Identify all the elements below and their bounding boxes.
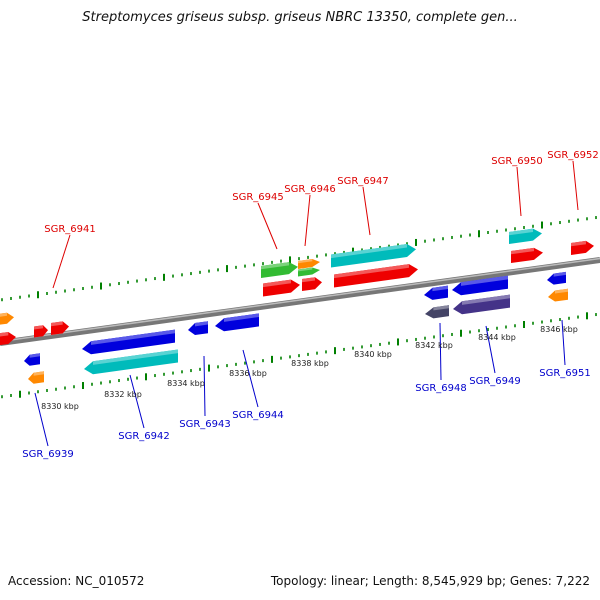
genome-backbone bbox=[0, 257, 600, 346]
leader-line-forward bbox=[362, 186, 371, 236]
leader-line-reverse bbox=[561, 319, 566, 366]
kbp-label: 8336 kbp bbox=[229, 369, 267, 378]
leader-line-reverse bbox=[485, 325, 496, 374]
gene-label-reverse: SGR_6949 bbox=[469, 376, 521, 387]
gene-arrow-reverse bbox=[547, 271, 566, 285]
gene-block-orange bbox=[28, 371, 44, 384]
kbp-label: 8346 kbp bbox=[540, 325, 578, 334]
leader-line-reverse bbox=[129, 374, 145, 429]
kbp-label: 8342 kbp bbox=[415, 341, 453, 350]
gene-label-forward: SGR_6946 bbox=[284, 184, 336, 195]
gene-arrow-forward bbox=[0, 332, 16, 346]
gene-block-green bbox=[298, 267, 320, 277]
backbone-highlight bbox=[0, 257, 600, 343]
leader-line-forward bbox=[572, 160, 579, 211]
backbone-line bbox=[0, 257, 600, 346]
gene-arrow-forward bbox=[263, 279, 300, 297]
gene-label-forward: SGR_6950 bbox=[491, 156, 543, 167]
gene-block-dark bbox=[453, 294, 510, 315]
gene-arrow-forward bbox=[334, 264, 418, 288]
gene-arrow-forward bbox=[51, 321, 69, 335]
kbp-label: 8330 kbp bbox=[41, 402, 79, 411]
gene-arrow-forward bbox=[302, 277, 322, 291]
gene-label-reverse: SGR_6939 bbox=[22, 449, 74, 460]
gene-block-orange bbox=[0, 312, 14, 325]
gene-block-cyan bbox=[331, 243, 416, 268]
leader-line-reverse bbox=[242, 349, 259, 408]
gene-block-cyan bbox=[84, 349, 178, 375]
gene-arrow-reverse bbox=[424, 285, 448, 300]
gene-block-cyan bbox=[509, 228, 542, 244]
gene-label-forward: SGR_6947 bbox=[337, 176, 389, 187]
leader-line-reverse bbox=[439, 322, 442, 381]
gene-label-reverse: SGR_6951 bbox=[539, 368, 591, 379]
label-leaders bbox=[34, 160, 579, 447]
gene-label-forward: SGR_6945 bbox=[232, 192, 284, 203]
gene-arrow-reverse bbox=[452, 275, 508, 296]
accession-label: Accession: NC_010572 bbox=[8, 574, 145, 588]
leader-line-forward bbox=[516, 166, 522, 217]
gene-block-orange bbox=[548, 288, 568, 302]
leader-line-reverse bbox=[34, 392, 49, 447]
tick-marks bbox=[1, 216, 597, 399]
gene-arrow-forward bbox=[571, 240, 594, 255]
stats-label: Topology: linear; Length: 8,545,929 bp; … bbox=[270, 574, 590, 588]
gene-arrow-forward bbox=[34, 325, 48, 338]
gene-blocks bbox=[0, 228, 594, 384]
gene-arrow-reverse bbox=[215, 313, 259, 332]
gene-block-dark bbox=[425, 305, 449, 319]
kbp-label: 8344 kbp bbox=[478, 333, 516, 342]
kbp-label: 8334 kbp bbox=[167, 379, 205, 388]
kbp-label: 8338 kbp bbox=[291, 359, 329, 368]
gene-label-forward: SGR_6952 bbox=[547, 150, 599, 161]
gene-arrow-forward bbox=[511, 247, 543, 263]
kbp-labels: 8330 kbp 8332 kbp 8334 kbp 8336 kbp 8338 kbp… bbox=[41, 325, 578, 411]
genome-title: Streptomyces griseus subsp. griseus NBRC… bbox=[82, 10, 518, 25]
gene-arrow-reverse bbox=[82, 329, 175, 355]
gene-label-reverse: SGR_6944 bbox=[232, 410, 284, 421]
leader-line-forward bbox=[257, 202, 278, 250]
gene-block-green bbox=[261, 262, 298, 278]
gene-label-reverse: SGR_6942 bbox=[118, 431, 170, 442]
leader-line-forward bbox=[304, 194, 311, 247]
gene-arrow-reverse bbox=[24, 353, 40, 366]
leader-line-reverse bbox=[203, 355, 206, 417]
gene-label-reverse: SGR_6948 bbox=[415, 383, 467, 394]
gene-block-orange bbox=[298, 259, 320, 269]
gene-arrow-reverse bbox=[188, 321, 208, 336]
leader-line-forward bbox=[52, 234, 71, 289]
kbp-label: 8340 kbp bbox=[354, 350, 392, 359]
gene-label-forward: SGR_6941 bbox=[44, 224, 96, 235]
gene-label-reverse: SGR_6943 bbox=[179, 419, 231, 430]
kbp-label: 8332 kbp bbox=[104, 390, 142, 399]
